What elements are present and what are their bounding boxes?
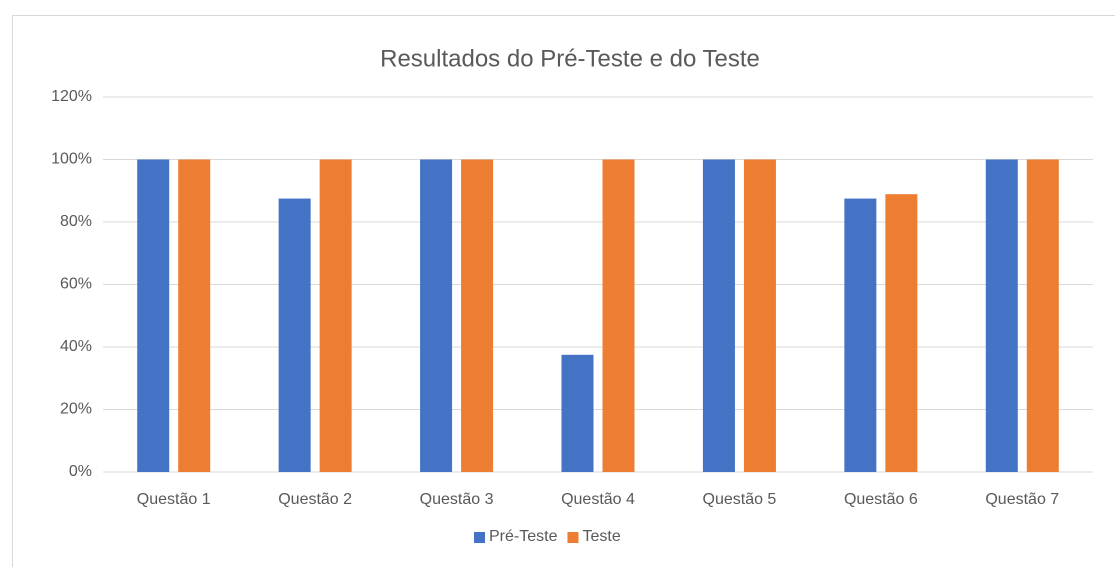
bar [885, 194, 918, 472]
x-tick-label: Questão 1 [137, 491, 211, 508]
x-tick-label: Questão 4 [561, 491, 635, 508]
bar [137, 159, 170, 472]
x-tick-label: Questão 2 [278, 491, 352, 508]
legend-label: Pré-Teste [489, 528, 558, 545]
legend-label: Teste [582, 528, 620, 545]
bar [319, 159, 352, 472]
bar [743, 159, 776, 472]
x-tick-label: Questão 7 [985, 491, 1059, 508]
legend-swatch [567, 532, 579, 543]
y-tick-label: 20% [60, 401, 92, 418]
y-tick-label: 0% [69, 463, 92, 480]
chart-title: Resultados do Pré-Teste e do Teste [380, 45, 760, 72]
x-tick-label: Questão 6 [844, 491, 918, 508]
bar [178, 159, 211, 472]
bar [1026, 159, 1059, 472]
legend-swatch [474, 532, 485, 543]
bar [420, 159, 453, 472]
y-tick-label: 80% [60, 213, 92, 230]
y-tick-label: 100% [51, 151, 92, 168]
bar [278, 198, 311, 472]
x-tick-label: Questão 5 [703, 491, 777, 508]
bar [702, 159, 735, 472]
x-tick-label: Questão 3 [420, 491, 494, 508]
bar [461, 159, 494, 472]
chart-border [12, 15, 1115, 567]
y-tick-label: 120% [51, 88, 92, 105]
y-tick-label: 40% [60, 338, 92, 355]
bar [561, 354, 594, 472]
bar [985, 159, 1018, 472]
bar [602, 159, 635, 472]
bar [844, 198, 877, 472]
y-tick-label: 60% [60, 276, 92, 293]
